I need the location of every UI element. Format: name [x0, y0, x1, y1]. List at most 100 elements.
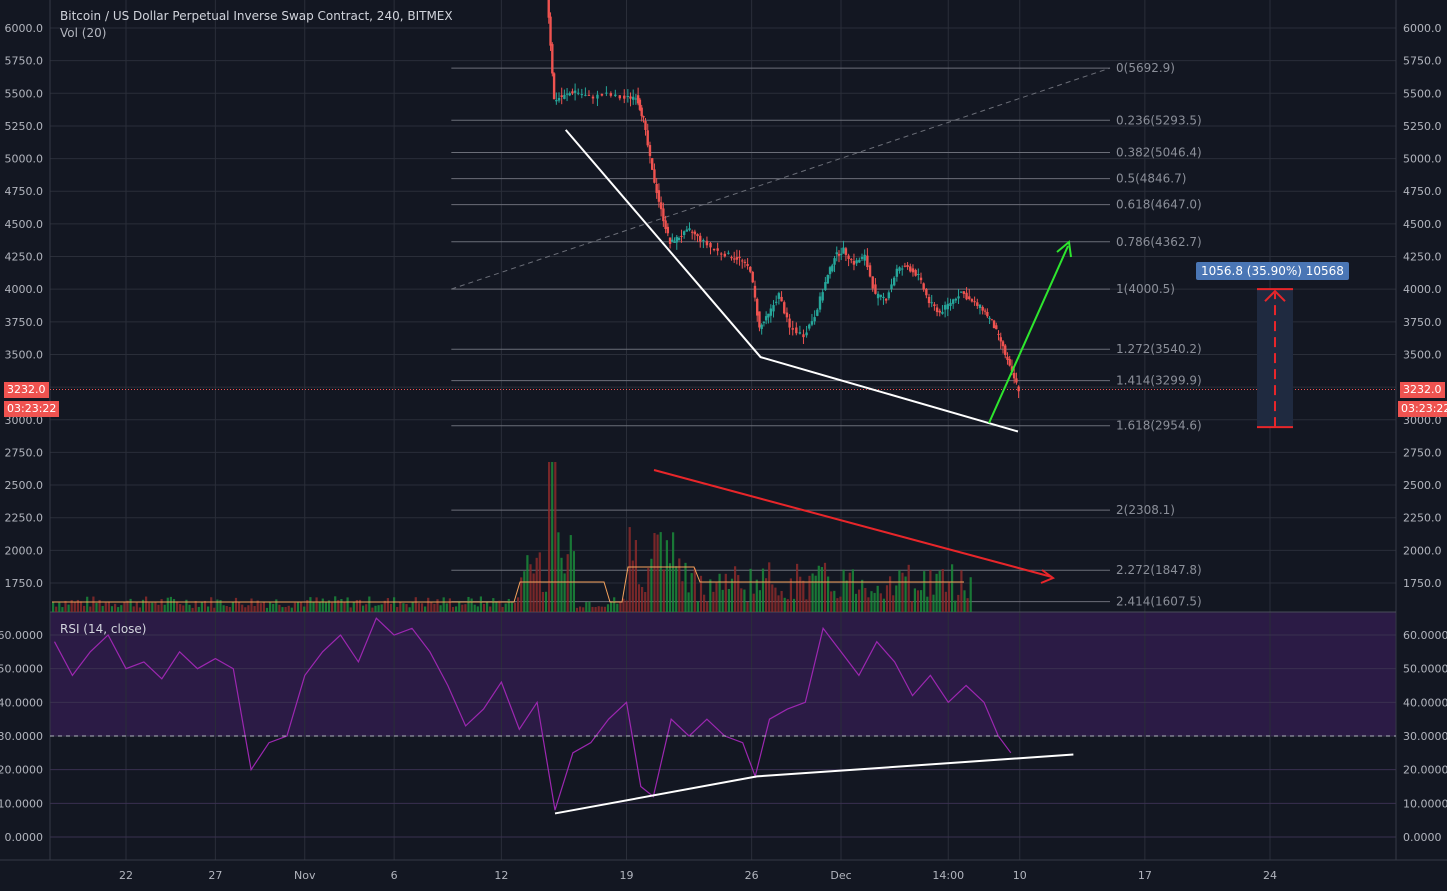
volume-bar	[743, 589, 746, 612]
volume-bar	[823, 562, 827, 612]
candle-body	[696, 234, 699, 237]
volume-bar	[910, 601, 913, 612]
candle-body	[882, 296, 885, 298]
candle-body	[898, 267, 901, 271]
candle-body	[702, 240, 705, 242]
candle-body	[871, 276, 874, 289]
candle-body	[644, 120, 647, 130]
candle-body	[551, 44, 554, 74]
candle-body	[563, 94, 566, 99]
candle-body	[992, 320, 996, 329]
volume-bar	[371, 607, 374, 612]
volume-bar	[541, 591, 544, 612]
y-tick-label-left: 5250.0	[5, 120, 44, 133]
fib-level-label: 0.5(4846.7)	[1116, 172, 1186, 186]
volume-bar	[656, 534, 659, 612]
volume-bar	[653, 533, 656, 612]
volume-bar	[67, 604, 70, 612]
volume-bar	[467, 596, 470, 612]
candle-body	[890, 284, 893, 290]
candle-body	[760, 324, 763, 330]
bullish-arrow[interactable]	[988, 245, 1069, 424]
x-tick-label: 26	[745, 869, 759, 882]
candle-body	[769, 308, 773, 316]
candle-body	[919, 277, 923, 281]
volume-bar	[269, 602, 272, 612]
volume-indicator-label[interactable]: Vol (20)	[60, 26, 107, 40]
volume-bar	[86, 596, 89, 612]
volume-bar	[737, 575, 740, 612]
volume-bar	[947, 582, 951, 612]
volume-bar	[197, 606, 200, 612]
volume-bar	[687, 592, 690, 612]
volume-bar	[575, 607, 579, 612]
candle-body	[828, 267, 832, 275]
volume-bar	[352, 602, 355, 612]
candle-body	[922, 283, 925, 290]
volume-bar	[637, 584, 641, 612]
candle-body	[680, 236, 683, 238]
volume-bar	[765, 578, 768, 612]
volume-bar	[420, 603, 424, 612]
volume-bar	[923, 571, 926, 612]
candle-body	[906, 265, 909, 268]
volume-bar	[647, 568, 650, 612]
volume-bar	[867, 597, 870, 612]
volume-bar	[132, 606, 135, 612]
volume-bar	[861, 579, 864, 612]
chart-title: Bitcoin / US Dollar Perpetual Inverse Sw…	[60, 9, 453, 23]
range-measure-label[interactable]: 1056.8 (35.90%) 10568	[1196, 262, 1349, 280]
volume-bar	[374, 605, 377, 612]
rsi-tick-label-right: 50.0000	[1403, 663, 1447, 676]
volume-bar	[383, 600, 386, 612]
candle-body	[1010, 366, 1014, 371]
volume-bar	[107, 601, 110, 612]
candle-body	[600, 93, 604, 96]
volume-bar	[250, 598, 253, 612]
candle-body	[842, 247, 845, 254]
volume-bar	[461, 604, 464, 612]
fib-level-label: 1(4000.5)	[1116, 282, 1175, 296]
candle-body	[668, 237, 672, 244]
candle-body	[997, 333, 1000, 335]
bearish-arrow[interactable]	[653, 469, 1053, 578]
rsi-indicator-label[interactable]: RSI (14, close)	[60, 622, 147, 636]
rsi-band	[50, 612, 1396, 736]
rsi-tick-label-right: 10.0000	[1403, 797, 1447, 810]
candle-body	[911, 268, 915, 273]
y-tick-label-left: 3750.0	[5, 316, 44, 329]
volume-bar	[597, 606, 600, 612]
fib-level-label: 0.786(4362.7)	[1116, 235, 1202, 249]
volume-bar	[603, 606, 606, 612]
volume-bar	[836, 598, 839, 612]
volume-bar	[814, 575, 817, 612]
y-tick-label-right: 5750.0	[1403, 55, 1442, 68]
candle-body	[990, 319, 994, 321]
volume-bar	[365, 604, 368, 612]
candle-body	[716, 248, 719, 251]
candle-body	[699, 235, 702, 242]
volume-bar	[895, 585, 898, 612]
volume-bar	[594, 607, 597, 612]
candle-body	[954, 298, 958, 301]
volume-bar	[290, 607, 293, 612]
candle-body	[632, 96, 635, 100]
candle-body	[887, 292, 891, 299]
rsi-tick-label-left: 10.0000	[0, 797, 43, 810]
y-tick-label-right: 4000.0	[1403, 283, 1442, 296]
candle-body	[818, 296, 822, 310]
candle-body	[753, 285, 757, 298]
volume-bar	[668, 563, 672, 612]
fib-level-label: 2.272(1847.8)	[1116, 563, 1202, 577]
x-tick-label: 10	[1013, 869, 1027, 882]
volume-bar	[839, 596, 842, 612]
fib-level-label: 1.272(3540.2)	[1116, 342, 1202, 356]
candle-body	[605, 92, 608, 94]
volume-bar	[752, 593, 755, 612]
volume-bar	[963, 590, 966, 612]
candle-body	[580, 94, 584, 96]
candle-body	[840, 253, 843, 255]
rsi-trendline[interactable]	[554, 753, 1074, 815]
price-trendline[interactable]	[564, 129, 1019, 433]
